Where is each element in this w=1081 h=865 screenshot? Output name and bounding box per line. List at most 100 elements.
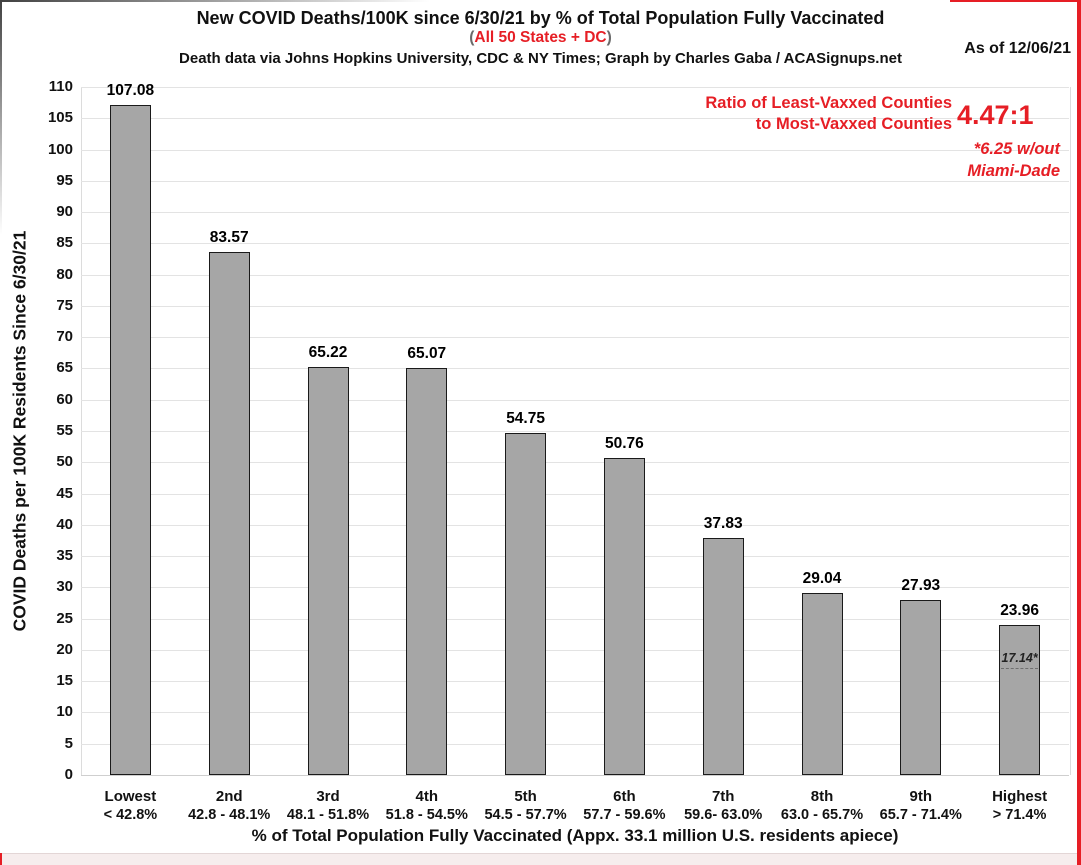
gridline — [81, 368, 1069, 370]
gridline — [81, 399, 1069, 401]
x-category-tier: 3rd — [316, 788, 340, 805]
bar — [208, 252, 250, 775]
gridline — [81, 587, 1069, 589]
x-axis-title: % of Total Population Fully Vaccinated (… — [251, 826, 899, 845]
x-category-range: 54.5 - 57.7% — [484, 807, 567, 823]
x-category-tier: 7th — [711, 788, 735, 805]
gridline — [81, 681, 1069, 683]
x-category-range: 57.7 - 59.6% — [583, 807, 666, 823]
x-category-tier: Highest — [992, 788, 1048, 805]
x-category-label: 4th 51.8 - 54.5% — [377, 788, 476, 824]
ratio-footnote-line1: *6.25 w/out — [973, 140, 1060, 158]
bar-value-label: 83.57 — [209, 229, 249, 247]
gridline — [81, 618, 1069, 620]
gridline — [81, 431, 1069, 432]
bar-value-label: 23.96 — [1000, 602, 1039, 620]
bar-value-label: 29.04 — [802, 570, 842, 588]
x-category-label: 8th 63.0 - 65.7% — [773, 788, 872, 824]
bar-value-label: 50.76 — [604, 434, 644, 452]
x-category-tier: 8th — [810, 788, 834, 805]
gridline — [81, 180, 1069, 182]
x-category-range: 63.0 - 65.7% — [780, 807, 864, 823]
x-category-range: 42.8 - 48.1% — [188, 807, 271, 823]
y-tick-label: 105 — [47, 109, 73, 127]
y-tick-label: 45 — [56, 484, 73, 502]
ratio-footnote-line2: Miami-Dade — [967, 162, 1060, 180]
gridline — [81, 462, 1069, 464]
ratio-annotation-line1: Ratio of Least-Vaxxed Counties — [705, 94, 952, 112]
y-tick-label: 50 — [56, 453, 73, 471]
x-category-label: 9th 65.7 - 71.4% — [871, 788, 970, 824]
x-category-range: > 71.4% — [992, 807, 1047, 823]
x-category-range: 65.7 - 71.4% — [879, 807, 962, 823]
gridline — [81, 243, 1069, 245]
y-tick-label: 70 — [56, 328, 73, 346]
gridline — [81, 649, 1069, 651]
y-tick-label: 95 — [56, 171, 73, 189]
x-category-tier: 5th — [514, 788, 537, 805]
ratio-footnote: *6.25 w/out Miami-Dade — [860, 138, 1060, 182]
gridline — [81, 212, 1069, 214]
y-tick-label: 80 — [56, 265, 73, 283]
chart-title: New COVID Deaths/100K since 6/30/21 by %… — [196, 8, 885, 28]
x-category-label: 5th 54.5 - 57.7% — [476, 788, 575, 824]
x-category-range: 59.6- 63.0% — [684, 807, 763, 823]
y-tick-label: 15 — [56, 672, 73, 690]
gridline — [81, 305, 1069, 307]
x-category-tier: 2nd — [215, 788, 243, 805]
bar — [999, 625, 1041, 775]
y-tick-label: 5 — [64, 734, 73, 752]
subtitle-paren-close: ) — [606, 29, 612, 46]
screen-edge-red-stripe — [1077, 0, 1081, 865]
y-tick-label: 0 — [64, 766, 73, 783]
y-tick-label: 30 — [56, 578, 73, 596]
ratio-annotation-line2: to Most-Vaxxed Counties — [755, 115, 952, 133]
y-tick-label: 85 — [56, 234, 73, 252]
gridline — [81, 524, 1069, 526]
x-category-label: Highest > 71.4% — [970, 788, 1069, 824]
x-category-tier: 4th — [415, 788, 439, 805]
gridline — [81, 743, 1069, 745]
x-category-label: 7th 59.6- 63.0% — [674, 788, 773, 824]
bar — [505, 432, 547, 775]
x-category-range: 51.8 - 54.5% — [385, 807, 468, 823]
x-category-label: 6th 57.7 - 59.6% — [575, 788, 674, 824]
y-tick-label: 55 — [56, 422, 73, 439]
x-category-range: 48.1 - 51.8% — [286, 807, 370, 823]
y-tick-label: 60 — [56, 390, 73, 408]
screen-edge-top-left-vertical — [0, 0, 2, 235]
bar — [801, 593, 843, 775]
y-axis-title: COVID Deaths per 100K Residents Since 6/… — [9, 230, 30, 632]
bar — [109, 105, 151, 775]
chart-subtitle: (All 50 States + DC) — [0, 29, 1081, 47]
gridline — [81, 87, 1069, 88]
miami-dade-marker-label: 17.14* — [1001, 650, 1038, 665]
x-category-range: < 42.8% — [103, 807, 158, 823]
x-category-tier: 9th — [909, 788, 933, 805]
x-category-tier: Lowest — [104, 788, 157, 805]
y-tick-label: 10 — [56, 703, 73, 721]
gridline — [81, 712, 1069, 714]
y-tick-label: 35 — [56, 547, 73, 565]
screen-edge-bottom-strip — [0, 853, 1077, 865]
gridline — [81, 274, 1069, 276]
subtitle-paren-open: ( — [469, 29, 475, 46]
x-category-label: 2nd 42.8 - 48.1% — [180, 788, 279, 824]
bar — [603, 457, 645, 775]
y-tick-label: 100 — [47, 140, 73, 158]
bar — [406, 368, 448, 775]
screen-edge-top-right-red — [950, 0, 1081, 2]
ratio-value: 4.47:1 — [957, 100, 1034, 130]
x-category-label: 3rd 48.1 - 51.8% — [279, 788, 378, 824]
chart-credit-line: Death data via Johns Hopkins University,… — [179, 50, 902, 67]
gridline — [81, 493, 1069, 495]
bar — [702, 538, 744, 775]
y-tick-label: 110 — [48, 78, 73, 95]
bar-value-label: 107.08 — [106, 82, 155, 100]
bar-value-label: 37.83 — [703, 515, 743, 533]
as-of-date: As of 12/06/21 — [964, 40, 1071, 57]
y-tick-label: 75 — [56, 296, 73, 314]
gridline — [81, 775, 1069, 776]
gridline — [81, 556, 1069, 558]
ratio-annotation: Ratio of Least-Vaxxed Counties to Most-V… — [600, 93, 952, 135]
